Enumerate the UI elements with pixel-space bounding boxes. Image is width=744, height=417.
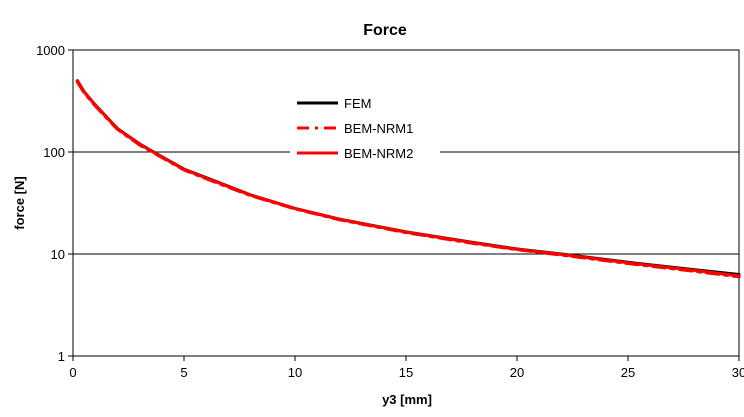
x-axis-label: y3 [mm] — [382, 392, 432, 407]
y-tick-label: 100 — [43, 145, 65, 160]
y-tick-label: 10 — [51, 247, 65, 262]
legend-entries: FEM BEM-NRM1 BEM-NRM2 — [297, 96, 413, 161]
legend-label: BEM-NRM2 — [344, 146, 413, 161]
x-tick-label: 20 — [510, 365, 524, 380]
x-tick-label: 15 — [399, 365, 413, 380]
y-tick-label: 1000 — [36, 43, 65, 58]
y-axis-label: force [N] — [12, 176, 27, 229]
gridlines — [73, 151, 739, 255]
legend: FEM BEM-NRM1 BEM-NRM2 — [290, 86, 440, 166]
axis-ticks: 1 10 100 1000 0 5 10 15 20 25 30 — [36, 43, 744, 380]
x-tick-label: 10 — [288, 365, 302, 380]
series-lines — [75, 79, 741, 279]
x-tick-label: 30 — [732, 365, 744, 380]
x-tick-label: 5 — [180, 365, 187, 380]
y-tick-label: 1 — [58, 349, 65, 364]
x-tick-label: 0 — [69, 365, 76, 380]
legend-label: BEM-NRM1 — [344, 121, 413, 136]
legend-label: FEM — [344, 96, 371, 111]
x-tick-label: 25 — [621, 365, 635, 380]
chart-title: Force — [363, 22, 407, 39]
series-line-bem-nrm2 — [75, 79, 741, 278]
